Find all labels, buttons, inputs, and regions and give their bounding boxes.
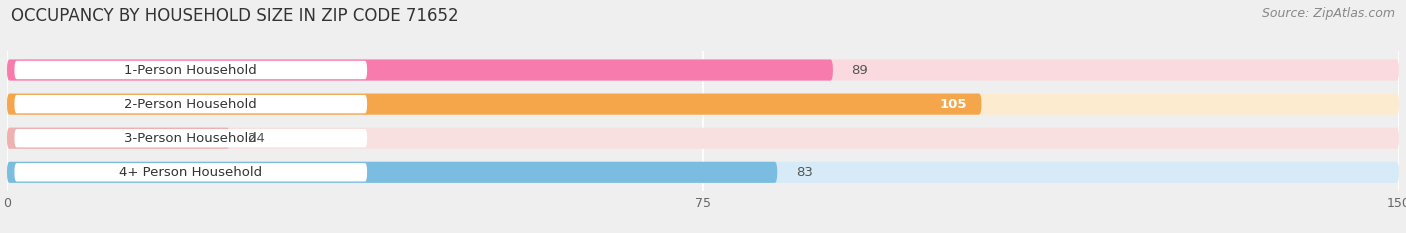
Text: 105: 105 — [941, 98, 967, 111]
Text: 4+ Person Household: 4+ Person Household — [120, 166, 263, 179]
FancyBboxPatch shape — [7, 162, 778, 183]
FancyBboxPatch shape — [14, 163, 367, 182]
Text: Source: ZipAtlas.com: Source: ZipAtlas.com — [1261, 7, 1395, 20]
FancyBboxPatch shape — [14, 129, 367, 147]
FancyBboxPatch shape — [7, 93, 1399, 115]
Text: 3-Person Household: 3-Person Household — [124, 132, 257, 145]
FancyBboxPatch shape — [7, 93, 981, 115]
Text: 24: 24 — [249, 132, 266, 145]
Text: 89: 89 — [852, 64, 869, 76]
Text: 2-Person Household: 2-Person Household — [124, 98, 257, 111]
FancyBboxPatch shape — [7, 59, 832, 81]
Text: OCCUPANCY BY HOUSEHOLD SIZE IN ZIP CODE 71652: OCCUPANCY BY HOUSEHOLD SIZE IN ZIP CODE … — [11, 7, 458, 25]
FancyBboxPatch shape — [14, 61, 367, 79]
FancyBboxPatch shape — [14, 95, 367, 113]
Text: 83: 83 — [796, 166, 813, 179]
FancyBboxPatch shape — [7, 162, 1399, 183]
Text: 1-Person Household: 1-Person Household — [124, 64, 257, 76]
FancyBboxPatch shape — [7, 128, 1399, 149]
FancyBboxPatch shape — [7, 128, 229, 149]
FancyBboxPatch shape — [7, 59, 1399, 81]
